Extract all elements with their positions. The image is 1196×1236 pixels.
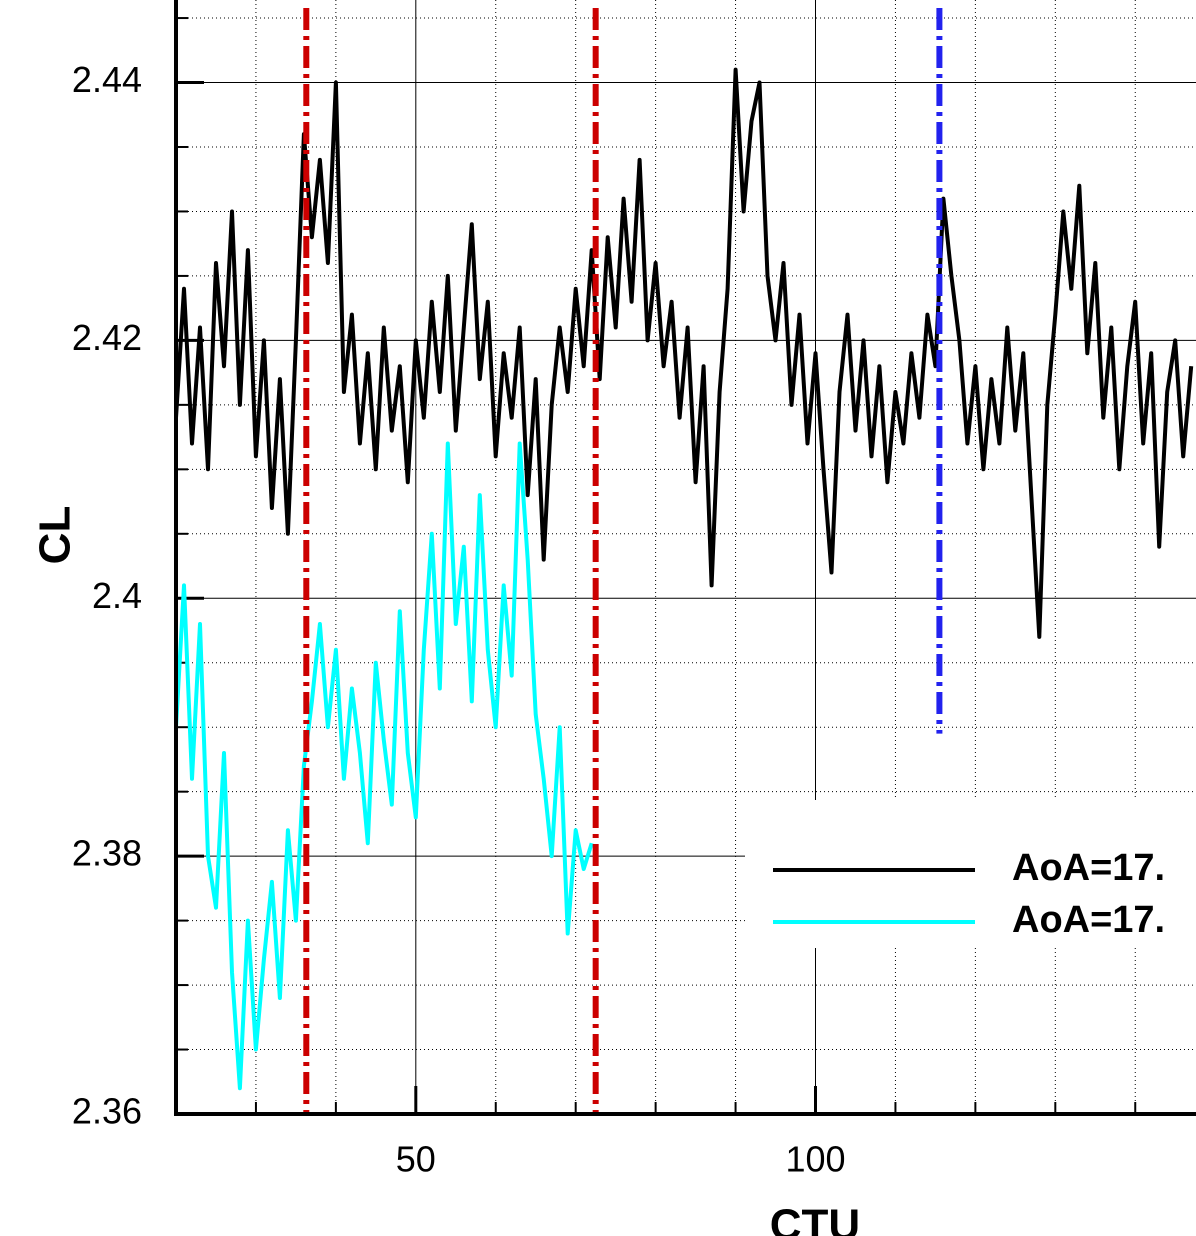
legend-label: AoA=17. bbox=[1012, 899, 1165, 941]
x-tick-label: 100 bbox=[785, 1139, 845, 1180]
x-tick-label: 50 bbox=[396, 1139, 436, 1180]
y-tick-label: 2.4 bbox=[92, 575, 142, 616]
series-line bbox=[174, 67, 1194, 639]
legend-label: AoA=17. bbox=[1012, 847, 1165, 889]
legend: AoA=17. AoA=17. bbox=[745, 800, 1196, 948]
y-tick-label: 2.36 bbox=[72, 1091, 142, 1132]
y-tick-label: 2.38 bbox=[72, 833, 142, 874]
y-tick-label: 2.44 bbox=[72, 59, 142, 100]
series-line bbox=[174, 441, 594, 1091]
y-axis-label: CL bbox=[31, 506, 80, 565]
x-axis-label: CTU bbox=[770, 1201, 860, 1236]
y-tick-label: 2.42 bbox=[72, 317, 142, 358]
